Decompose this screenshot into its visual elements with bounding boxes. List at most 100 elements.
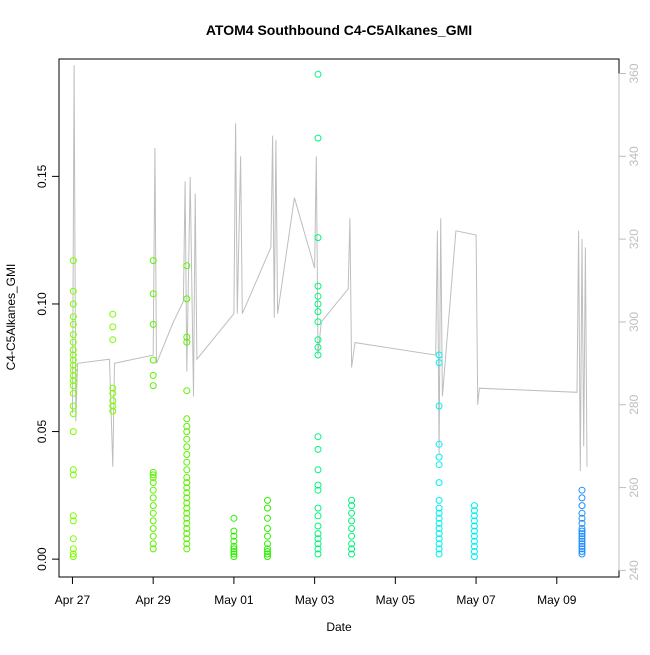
data-point — [578, 540, 586, 548]
data-point — [183, 525, 191, 532]
x-tick-label: Apr 27 — [55, 593, 91, 607]
data-point — [69, 550, 77, 558]
data-point — [314, 70, 322, 78]
y2-tick-label: 300 — [627, 312, 641, 332]
chart-title: ATOM4 Southbound C4-C5Alkanes_GMI — [206, 22, 472, 38]
data-point — [183, 479, 191, 487]
data-point — [435, 509, 443, 517]
data-point — [183, 489, 191, 497]
data-point — [578, 535, 586, 543]
data-point — [183, 545, 191, 553]
data-point — [69, 331, 77, 339]
data-point — [69, 320, 77, 328]
data-point — [230, 550, 238, 558]
data-point — [183, 504, 191, 512]
data-point — [578, 525, 586, 532]
data-point — [183, 387, 191, 395]
data-point — [230, 553, 238, 561]
data-point — [264, 525, 271, 532]
y-axis-label: C4-C5Alkanes_GMI — [4, 264, 18, 371]
data-point — [578, 494, 586, 502]
data-point — [348, 517, 356, 525]
data-point — [578, 542, 586, 550]
data-point — [109, 407, 117, 415]
data-point — [183, 535, 191, 543]
data-point — [109, 310, 117, 318]
data-point — [69, 517, 77, 525]
data-point — [470, 553, 478, 561]
points-layer — [69, 70, 586, 561]
y-tick-label: 0.00 — [35, 547, 49, 571]
data-point — [578, 550, 586, 558]
data-point — [149, 320, 157, 328]
data-point — [435, 359, 443, 367]
x-tick-label: May 09 — [537, 593, 577, 607]
data-point — [149, 257, 157, 265]
data-point — [264, 514, 271, 522]
data-point — [149, 517, 157, 525]
data-point — [69, 338, 77, 346]
data-point — [435, 519, 443, 527]
data-point — [149, 471, 157, 479]
data-point — [470, 517, 478, 525]
data-point — [435, 461, 443, 469]
data-point — [149, 474, 157, 481]
data-point — [183, 422, 191, 430]
data-point — [149, 479, 157, 487]
data-point — [183, 519, 191, 527]
data-point — [578, 514, 586, 522]
data-point — [470, 512, 478, 520]
data-point — [470, 548, 478, 555]
y2-tick-label: 360 — [627, 63, 641, 83]
data-point — [183, 509, 191, 517]
data-point — [470, 522, 478, 530]
data-point — [578, 519, 586, 527]
data-point — [183, 458, 191, 466]
data-point — [69, 402, 77, 410]
data-point — [109, 336, 117, 344]
data-point — [314, 292, 322, 300]
data-point — [470, 507, 478, 515]
data-point — [314, 504, 322, 512]
data-point — [69, 351, 77, 359]
data-point — [314, 481, 322, 489]
data-point — [69, 257, 77, 265]
data-point — [109, 397, 117, 405]
data-point — [314, 343, 322, 351]
data-point — [230, 514, 238, 522]
data-point — [264, 504, 271, 512]
data-point — [314, 545, 322, 553]
x-tick-label: May 01 — [214, 593, 254, 607]
data-point — [69, 382, 77, 390]
data-point — [230, 545, 238, 553]
data-point — [149, 545, 157, 553]
data-point — [149, 468, 157, 476]
axes-layer: Apr 27 Apr 29 May 01 May 03 May 05 May 07 May … — [35, 63, 641, 607]
data-point — [183, 428, 191, 436]
y-tick-label: 0.05 — [35, 420, 49, 444]
x-tick-label: May 03 — [295, 593, 335, 607]
data-point — [69, 410, 77, 418]
y2-tick-label: 260 — [627, 477, 641, 497]
data-point — [435, 479, 443, 487]
data-point — [435, 545, 443, 553]
x-tick-label: May 07 — [456, 593, 496, 607]
data-point — [230, 527, 238, 535]
data-point — [69, 361, 77, 369]
data-point — [578, 548, 586, 555]
data-point — [183, 530, 191, 538]
data-point — [183, 443, 191, 451]
data-point — [149, 494, 157, 502]
data-point — [470, 527, 478, 535]
data-point — [149, 525, 157, 532]
data-point — [435, 402, 443, 410]
data-point — [183, 514, 191, 522]
data-point — [149, 486, 157, 494]
data-point — [314, 540, 322, 548]
data-point — [578, 527, 586, 535]
data-point — [435, 535, 443, 543]
data-point — [435, 351, 443, 359]
data-point — [183, 262, 191, 270]
data-point — [348, 545, 356, 553]
